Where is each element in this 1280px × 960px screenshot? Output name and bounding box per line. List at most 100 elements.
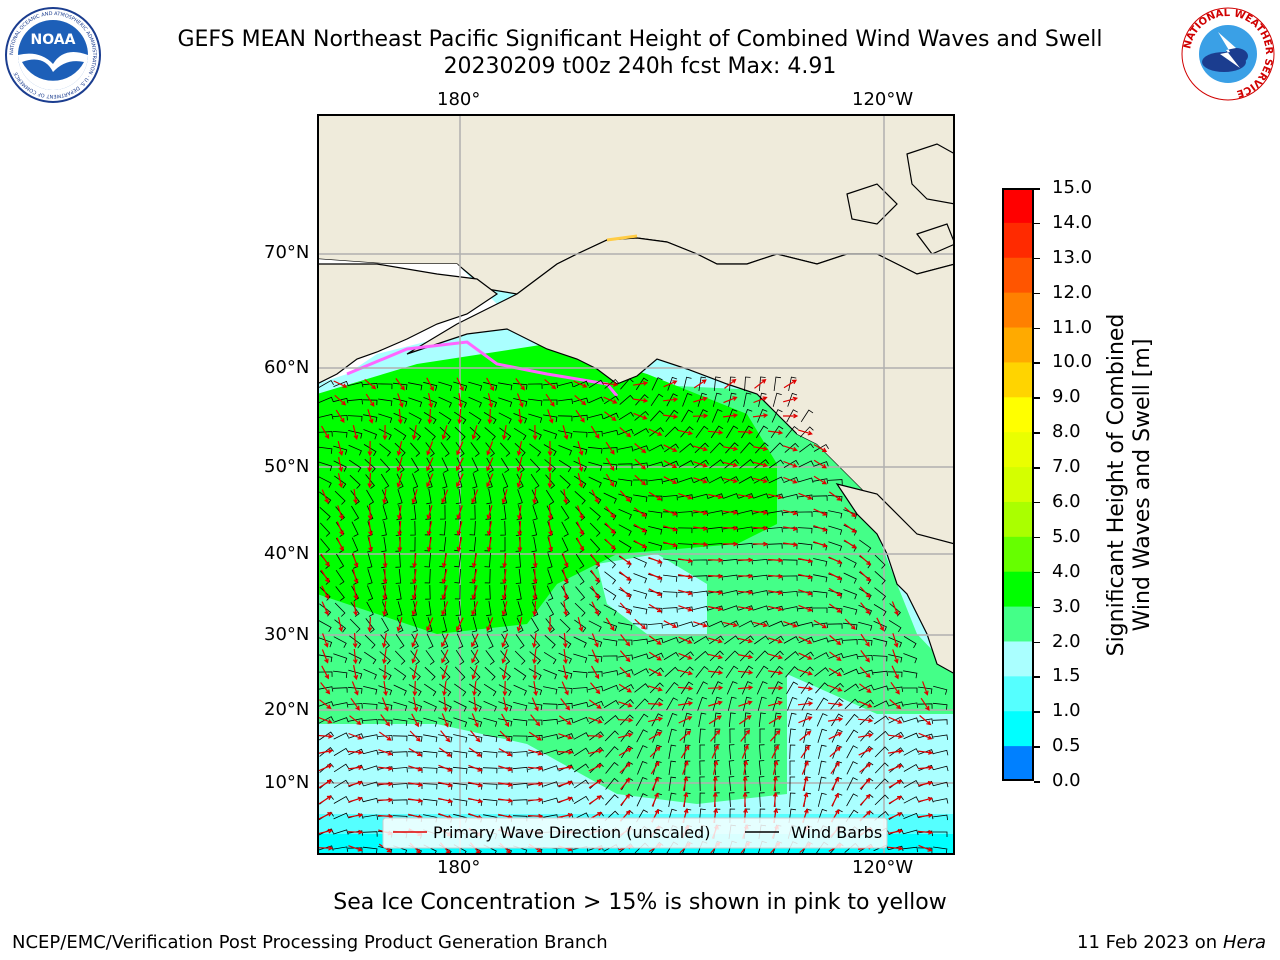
wave-direction-arrow: [547, 409, 554, 424]
wind-barb: [788, 712, 797, 727]
wind-barb: [395, 458, 405, 473]
wind-barb: [456, 473, 463, 489]
wind-barb: [513, 427, 527, 441]
wind-barb: [499, 667, 511, 681]
wind-barb: [768, 605, 784, 612]
wind-barb: [381, 521, 387, 537]
wind-barb: [468, 717, 483, 728]
wind-barb: [772, 696, 782, 711]
wave-direction-arrow: [471, 665, 478, 680]
wind-barb: [572, 414, 588, 421]
wind-barb: [933, 765, 949, 772]
colorbar-tick-mark: [1034, 467, 1040, 469]
colorbar-tick-label: 7.0: [1052, 456, 1081, 478]
wind-barb: [363, 749, 379, 756]
wind-barb: [333, 795, 349, 804]
wave-direction-arrow: [486, 377, 494, 392]
wind-barb: [438, 411, 452, 425]
wave-direction-arrow: [887, 828, 904, 834]
wind-barb: [543, 651, 557, 665]
wind-barb: [843, 509, 858, 520]
wave-direction-arrow: [348, 765, 364, 770]
wind-barb: [560, 490, 571, 505]
wind-barb: [785, 425, 799, 438]
wave-direction-arrow: [397, 393, 404, 408]
wave-direction-arrow: [382, 600, 387, 617]
wave-direction-arrow: [396, 441, 403, 457]
wind-barb: [759, 792, 765, 808]
wind-barb: [618, 622, 633, 631]
wind-barb: [365, 474, 375, 489]
wave-direction-arrow: [322, 633, 329, 648]
wind-barb: [318, 461, 333, 472]
wind-barb: [411, 489, 418, 505]
wave-direction-arrow: [502, 569, 507, 585]
wind-barb: [502, 617, 509, 633]
colorbar-tick-label: 4.0: [1052, 560, 1081, 582]
wave-direction-arrow: [532, 488, 538, 505]
wave-direction-arrow: [471, 553, 478, 569]
wave-direction-arrow: [888, 812, 903, 820]
wave-direction-arrow: [723, 396, 738, 404]
wave-direction-arrow: [317, 733, 334, 739]
wave-direction-arrow: [562, 585, 569, 601]
wave-direction-arrow: [562, 632, 568, 649]
wind-barb: [334, 619, 347, 633]
wind-barb: [812, 511, 828, 518]
wave-direction-arrow: [844, 507, 857, 518]
wind-barb: [648, 590, 663, 599]
wind-barb: [557, 687, 573, 694]
wave-direction-arrow: [753, 510, 769, 515]
wind-barb: [393, 718, 408, 726]
wind-barb: [440, 600, 447, 616]
wind-barb: [767, 543, 783, 549]
wave-direction-arrow: [767, 573, 784, 579]
wave-direction-arrow: [634, 618, 647, 630]
wind-barb: [347, 847, 363, 853]
wind-barb: [813, 607, 828, 613]
wind-barb: [799, 666, 814, 678]
wind-barb: [498, 684, 512, 696]
wave-direction-arrow: [632, 380, 649, 386]
colorbar-label-line2: Wind Waves and Swell [m]: [1130, 338, 1155, 632]
wind-barb: [768, 590, 784, 596]
wind-barb: [698, 376, 707, 391]
wind-barb: [845, 713, 859, 726]
wind-barb: [723, 493, 739, 499]
wind-barb: [558, 635, 572, 649]
wave-direction-arrow: [498, 798, 514, 803]
wind-barb: [453, 700, 467, 712]
wave-direction-arrow: [802, 791, 809, 807]
wind-barb: [828, 541, 843, 552]
wave-direction-arrow: [576, 505, 584, 520]
colorbar-tick-mark: [1034, 676, 1040, 678]
wave-direction-arrow: [442, 681, 447, 697]
wind-barb: [858, 588, 872, 600]
wind-barb: [633, 462, 649, 468]
wind-barb: [318, 379, 334, 388]
wind-barb: [468, 734, 483, 743]
wind-barb: [633, 638, 648, 645]
wave-direction-arrow: [633, 412, 648, 420]
colorbar-tick-label: 0.0: [1052, 770, 1081, 791]
wind-barb: [888, 654, 903, 663]
wind-barb: [543, 686, 558, 695]
wave-direction-arrow: [544, 379, 557, 390]
wave-direction-arrow: [456, 457, 464, 472]
wave-direction-arrow: [618, 732, 634, 739]
wind-barb: [618, 446, 634, 452]
wind-barb: [681, 697, 693, 711]
wave-direction-arrow: [352, 569, 359, 585]
wave-direction-arrow: [710, 729, 721, 742]
wave-direction-arrow: [352, 632, 358, 649]
wave-direction-arrow: [468, 797, 484, 804]
wind-barb: [587, 446, 603, 454]
wind-barb: [903, 779, 919, 788]
wind-barb: [798, 460, 814, 468]
wave-direction-arrow: [548, 536, 554, 553]
wind-barb: [456, 617, 463, 633]
wave-direction-arrow: [413, 696, 419, 713]
wave-direction-arrow: [693, 526, 709, 531]
wave-direction-arrow: [742, 775, 748, 792]
wind-barb: [774, 728, 781, 744]
